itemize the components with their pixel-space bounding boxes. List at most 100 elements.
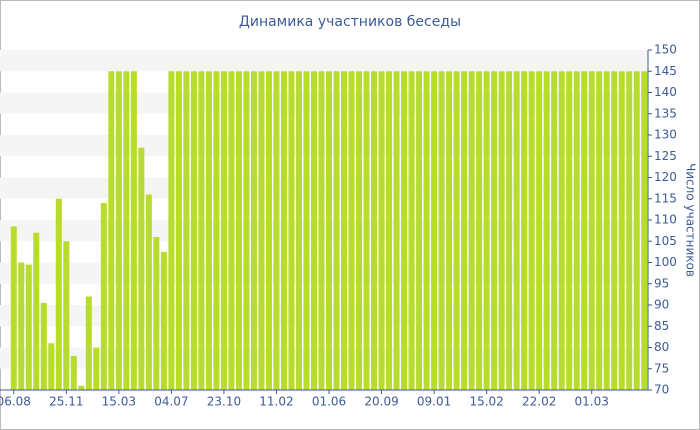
bar (611, 71, 618, 390)
bar (363, 71, 370, 390)
bar (416, 71, 423, 390)
y-axis-label: Число участников (684, 163, 698, 277)
bar (160, 251, 167, 390)
bar (70, 356, 77, 390)
bar (476, 71, 483, 390)
bar (145, 194, 152, 390)
bar (506, 71, 513, 390)
bar (153, 237, 160, 390)
bar (521, 71, 528, 390)
bar (130, 71, 137, 390)
y-tick-label: 120 (654, 170, 677, 184)
y-tick-label: 110 (654, 213, 677, 227)
bar (48, 343, 55, 390)
bar (446, 71, 453, 390)
y-tick-label: 100 (654, 255, 677, 269)
bar (408, 71, 415, 390)
y-tick-label: 140 (654, 85, 677, 99)
bar (108, 71, 115, 390)
y-tick-label: 135 (654, 106, 677, 120)
bar (491, 71, 498, 390)
bar (348, 71, 355, 390)
chart-title: Динамика участников беседы (239, 14, 461, 30)
y-tick-label: 115 (654, 191, 677, 205)
y-tick-label: 105 (654, 234, 677, 248)
bar (25, 264, 32, 390)
y-tick-label: 95 (654, 276, 669, 290)
x-tick-label: 06.08 (0, 395, 31, 409)
bar (258, 71, 265, 390)
x-tick-label: 20.09 (364, 395, 398, 409)
bar (386, 71, 393, 390)
bar (175, 71, 182, 390)
x-tick-label: 15.03 (102, 395, 136, 409)
bar (371, 71, 378, 390)
x-tick-label: 01.06 (312, 395, 346, 409)
bar (325, 71, 333, 390)
x-tick-label: 11.02 (259, 395, 293, 409)
bar (596, 71, 603, 390)
x-tick-label: 04.07 (154, 395, 188, 409)
bar (318, 71, 325, 390)
bar (536, 71, 543, 390)
bar (431, 71, 438, 390)
bar (633, 71, 640, 390)
y-tick-label: 75 (654, 361, 669, 375)
y-tick-label: 90 (654, 298, 669, 312)
x-tick-label: 22.02 (522, 395, 556, 409)
bar (588, 71, 595, 390)
bar (100, 203, 107, 390)
x-tick-label: 09.01 (417, 395, 451, 409)
bar (205, 71, 212, 390)
bar (423, 71, 430, 390)
bar (310, 71, 317, 390)
y-tick-label: 70 (654, 383, 669, 397)
bar (603, 71, 610, 390)
bar (228, 71, 235, 390)
bar (183, 71, 190, 390)
bar (393, 71, 400, 390)
x-tick-label: 23.10 (207, 395, 241, 409)
bar (498, 71, 505, 390)
bar (626, 71, 633, 390)
bar (220, 71, 227, 390)
bar (401, 71, 408, 390)
bar (235, 71, 242, 390)
x-tick-label: 01.03 (575, 395, 609, 409)
bar (168, 71, 175, 390)
y-tick-label: 130 (654, 128, 677, 142)
bar (581, 71, 588, 390)
y-tick-label: 80 (654, 340, 669, 354)
bar (295, 71, 302, 390)
bar (468, 71, 475, 390)
bar (333, 71, 340, 390)
bar (641, 71, 648, 390)
grid-band (0, 50, 648, 72)
y-tick-label: 145 (654, 64, 677, 78)
bar (543, 71, 550, 390)
bar (461, 71, 468, 390)
bar (190, 71, 197, 390)
y-tick-label: 85 (654, 319, 669, 333)
bar (288, 71, 295, 390)
bar (558, 71, 565, 390)
bar (566, 71, 573, 390)
bar (280, 71, 287, 390)
bar (18, 262, 25, 390)
bar (93, 347, 100, 390)
bar (528, 71, 535, 390)
bar (356, 71, 363, 390)
bar (551, 71, 558, 390)
bar (378, 71, 385, 390)
y-tick-label: 125 (654, 149, 677, 163)
bar (78, 385, 85, 390)
bar (513, 71, 520, 390)
bar (243, 71, 250, 390)
bar (273, 71, 280, 390)
bar (10, 226, 17, 390)
bar (198, 71, 205, 390)
x-tick-label: 15.02 (469, 395, 503, 409)
x-tick-label: 25.11 (49, 395, 83, 409)
bar (250, 71, 257, 390)
